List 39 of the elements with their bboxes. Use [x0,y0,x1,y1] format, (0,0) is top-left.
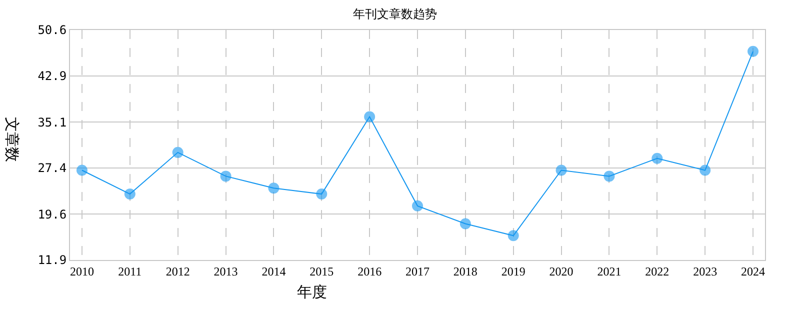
y-tick-label: 42.9 [38,68,67,83]
chart-title: 年刊文章数趋势 [353,7,437,22]
point [220,170,232,182]
x-axis-title: 年度 [297,283,327,301]
x-tick-label: 2012 [166,264,190,278]
y-tick-label: 27.4 [38,161,67,176]
x-tick-label: 2021 [597,264,622,278]
x-tick-label: 2014 [262,264,286,278]
y-tick-label: 35.1 [38,115,67,130]
point [268,182,280,194]
point [508,230,519,242]
x-tick-label: 2024 [741,264,766,278]
x-tick-label: 2022 [645,264,670,278]
x-tick-label: 2010 [70,264,94,278]
y-tick-label: 50.6 [38,23,67,38]
point [412,200,423,212]
x-tick-label: 2019 [501,264,526,278]
point [652,152,663,164]
x-tick-label: 2011 [118,264,142,278]
point [172,146,184,158]
point [604,170,615,182]
point [748,46,759,57]
x-tick-label: 2018 [453,264,478,278]
point [700,164,711,176]
x-tick-label: 2016 [358,264,382,278]
point [316,188,328,200]
point [556,164,567,176]
point [460,218,471,230]
x-tick-label: 2017 [406,264,430,278]
y-axis-title: 文章数 [3,117,21,162]
y-tick-label: 11.9 [38,253,67,268]
x-tick-label: 2023 [693,264,718,278]
point [76,164,88,176]
y-tick-label: 19.6 [38,207,67,222]
point [124,188,136,200]
point [364,111,376,122]
x-tick-label: 2015 [310,264,334,278]
x-tick-label: 2013 [214,264,238,278]
x-tick-label: 2020 [549,264,574,278]
